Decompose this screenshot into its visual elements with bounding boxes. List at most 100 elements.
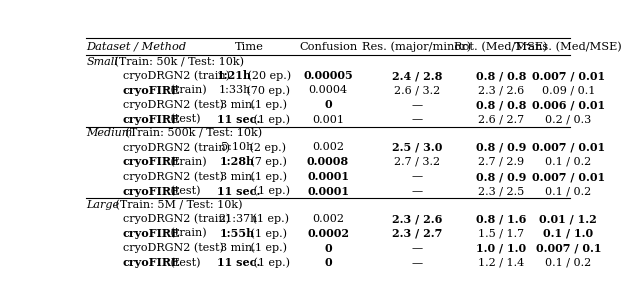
Text: 0.1 / 0.2: 0.1 / 0.2 bbox=[545, 258, 591, 268]
Text: Confusion: Confusion bbox=[299, 42, 357, 52]
Text: 0.8 / 0.8: 0.8 / 0.8 bbox=[476, 70, 526, 81]
Text: (Train: 50k / Test: 10k): (Train: 50k / Test: 10k) bbox=[111, 57, 244, 67]
Text: 2.3 / 2.6: 2.3 / 2.6 bbox=[477, 85, 524, 95]
Text: (20 ep.): (20 ep.) bbox=[244, 70, 291, 81]
Text: 3 min.: 3 min. bbox=[220, 100, 255, 110]
Text: (test): (test) bbox=[167, 114, 201, 125]
Text: 2.7 / 2.9: 2.7 / 2.9 bbox=[478, 157, 524, 167]
Text: 0: 0 bbox=[324, 99, 332, 110]
Text: Trans. (Med/MSE): Trans. (Med/MSE) bbox=[515, 42, 621, 52]
Text: (1 ep.): (1 ep.) bbox=[247, 228, 287, 239]
Text: (1 ep.): (1 ep.) bbox=[250, 257, 291, 268]
Text: Dataset / Method: Dataset / Method bbox=[86, 42, 186, 52]
Text: 0.8 / 0.8: 0.8 / 0.8 bbox=[476, 99, 526, 110]
Text: Small: Small bbox=[86, 57, 118, 67]
Text: cryoDRGN2 (test): cryoDRGN2 (test) bbox=[123, 100, 223, 110]
Text: 0: 0 bbox=[324, 243, 332, 254]
Text: 0.007 / 0.01: 0.007 / 0.01 bbox=[532, 171, 605, 182]
Text: 0.0001: 0.0001 bbox=[307, 186, 349, 197]
Text: 3 min.: 3 min. bbox=[220, 243, 255, 253]
Text: —: — bbox=[412, 115, 422, 125]
Text: Rot. (Med/MSE): Rot. (Med/MSE) bbox=[454, 42, 548, 52]
Text: cryoFIRE: cryoFIRE bbox=[123, 186, 180, 197]
Text: —: — bbox=[412, 172, 422, 181]
Text: 1:55h: 1:55h bbox=[220, 228, 255, 239]
Text: 0.007 / 0.01: 0.007 / 0.01 bbox=[532, 70, 605, 81]
Text: 2.3 / 2.6: 2.3 / 2.6 bbox=[392, 213, 442, 224]
Text: (70 ep.): (70 ep.) bbox=[243, 85, 291, 96]
Text: (test): (test) bbox=[167, 258, 201, 268]
Text: 2.6 / 3.2: 2.6 / 3.2 bbox=[394, 85, 440, 95]
Text: (test): (test) bbox=[167, 186, 201, 196]
Text: 2.7 / 3.2: 2.7 / 3.2 bbox=[394, 157, 440, 167]
Text: cryoFIRE: cryoFIRE bbox=[123, 85, 180, 96]
Text: 5:10h: 5:10h bbox=[221, 142, 253, 152]
Text: 2.5 / 3.0: 2.5 / 3.0 bbox=[392, 142, 442, 153]
Text: 0.8 / 0.9: 0.8 / 0.9 bbox=[476, 142, 526, 153]
Text: 0.002: 0.002 bbox=[312, 214, 344, 224]
Text: cryoFIRE: cryoFIRE bbox=[123, 228, 180, 239]
Text: 2.6 / 2.7: 2.6 / 2.7 bbox=[478, 115, 524, 125]
Text: 0.006 / 0.01: 0.006 / 0.01 bbox=[532, 99, 605, 110]
Text: (Train: 5M / Test: 10k): (Train: 5M / Test: 10k) bbox=[112, 200, 243, 210]
Text: cryoFIRE: cryoFIRE bbox=[123, 257, 180, 268]
Text: —: — bbox=[412, 100, 422, 110]
Text: (1 ep.): (1 ep.) bbox=[250, 114, 291, 125]
Text: 11 sec.: 11 sec. bbox=[217, 257, 260, 268]
Text: Time: Time bbox=[234, 42, 264, 52]
Text: cryoDRGN2 (train): cryoDRGN2 (train) bbox=[123, 142, 230, 152]
Text: 0.0004: 0.0004 bbox=[308, 85, 348, 95]
Text: cryoDRGN2 (test): cryoDRGN2 (test) bbox=[123, 171, 223, 182]
Text: (train): (train) bbox=[167, 85, 207, 95]
Text: 1:28h: 1:28h bbox=[220, 156, 255, 167]
Text: 0.001: 0.001 bbox=[312, 115, 344, 125]
Text: 0.09 / 0.1: 0.09 / 0.1 bbox=[541, 85, 595, 95]
Text: 2.3 / 2.5: 2.3 / 2.5 bbox=[477, 186, 524, 196]
Text: 11 sec.: 11 sec. bbox=[217, 186, 260, 197]
Text: 0.01 / 1.2: 0.01 / 1.2 bbox=[540, 213, 597, 224]
Text: 0.1 / 0.2: 0.1 / 0.2 bbox=[545, 157, 591, 167]
Text: —: — bbox=[412, 243, 422, 253]
Text: (1 ep.): (1 ep.) bbox=[247, 171, 287, 182]
Text: (train): (train) bbox=[167, 228, 207, 239]
Text: 11 sec.: 11 sec. bbox=[217, 114, 260, 125]
Text: (1 ep.): (1 ep.) bbox=[249, 214, 289, 224]
Text: 1.2 / 1.4: 1.2 / 1.4 bbox=[477, 258, 524, 268]
Text: (2 ep.): (2 ep.) bbox=[246, 142, 286, 152]
Text: Large: Large bbox=[86, 200, 119, 210]
Text: —: — bbox=[412, 258, 422, 268]
Text: 0.0001: 0.0001 bbox=[307, 171, 349, 182]
Text: 1.5 / 1.7: 1.5 / 1.7 bbox=[478, 228, 524, 238]
Text: 0.007 / 0.1: 0.007 / 0.1 bbox=[536, 243, 601, 254]
Text: 0: 0 bbox=[324, 257, 332, 268]
Text: 1:21h: 1:21h bbox=[217, 70, 252, 81]
Text: 0.007 / 0.01: 0.007 / 0.01 bbox=[532, 142, 605, 153]
Text: 3 min.: 3 min. bbox=[220, 172, 255, 181]
Text: 1.0 / 1.0: 1.0 / 1.0 bbox=[476, 243, 526, 254]
Text: (1 ep.): (1 ep.) bbox=[250, 186, 291, 196]
Text: cryoFIRE: cryoFIRE bbox=[123, 114, 180, 125]
Text: (1 ep.): (1 ep.) bbox=[247, 243, 287, 253]
Text: 0.1 / 1.0: 0.1 / 1.0 bbox=[543, 228, 593, 239]
Text: Res. (major/minor): Res. (major/minor) bbox=[362, 42, 472, 52]
Text: (Train: 500k / Test: 10k): (Train: 500k / Test: 10k) bbox=[122, 128, 262, 139]
Text: —: — bbox=[412, 186, 422, 196]
Text: 2.3 / 2.7: 2.3 / 2.7 bbox=[392, 228, 442, 239]
Text: cryoDRGN2 (train): cryoDRGN2 (train) bbox=[123, 214, 230, 224]
Text: Medium: Medium bbox=[86, 128, 132, 138]
Text: (train): (train) bbox=[167, 157, 207, 167]
Text: cryoFIRE: cryoFIRE bbox=[123, 156, 180, 167]
Text: 0.8 / 0.9: 0.8 / 0.9 bbox=[476, 171, 526, 182]
Text: 0.002: 0.002 bbox=[312, 142, 344, 152]
Text: 0.0002: 0.0002 bbox=[307, 228, 349, 239]
Text: (7 ep.): (7 ep.) bbox=[247, 157, 287, 167]
Text: 2.4 / 2.8: 2.4 / 2.8 bbox=[392, 70, 442, 81]
Text: 0.00005: 0.00005 bbox=[303, 70, 353, 81]
Text: 0.2 / 0.3: 0.2 / 0.3 bbox=[545, 115, 591, 125]
Text: cryoDRGN2 (train): cryoDRGN2 (train) bbox=[123, 70, 230, 81]
Text: 0.1 / 0.2: 0.1 / 0.2 bbox=[545, 186, 591, 196]
Text: 1:33h: 1:33h bbox=[218, 85, 251, 95]
Text: (1 ep.): (1 ep.) bbox=[247, 100, 287, 110]
Text: cryoDRGN2 (test): cryoDRGN2 (test) bbox=[123, 243, 223, 253]
Text: 0.0008: 0.0008 bbox=[307, 156, 349, 167]
